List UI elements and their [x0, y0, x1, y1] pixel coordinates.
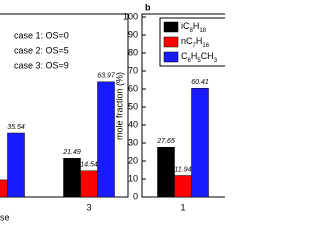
legend-swatch — [163, 21, 179, 33]
legend-swatch — [163, 51, 179, 63]
x-axis-title: se — [0, 212, 10, 222]
data-label: 27.65 — [156, 138, 175, 145]
y-tick-label: 40 — [128, 119, 138, 129]
bar — [63, 158, 81, 198]
legend-label: nC7H16 — [181, 36, 210, 48]
y-tick-label: 100 — [123, 11, 138, 21]
legend-box — [159, 17, 225, 67]
legend-label: iC8H18 — [181, 21, 207, 33]
legend-swatch — [163, 36, 179, 48]
x-tick-label: 1 — [180, 202, 185, 212]
left-plot-frame — [0, 13, 129, 198]
annotation: case 3: OS=9 — [14, 60, 69, 70]
y-tick-label: 60 — [128, 83, 138, 93]
bar — [157, 146, 175, 198]
y-axis-title: mole fraction (%) — [114, 72, 124, 140]
bar — [97, 81, 115, 198]
y-tick-label: 30 — [128, 137, 138, 147]
data-label: 11.94 — [175, 166, 192, 173]
legend-label: C6H5CH3 — [181, 51, 218, 63]
y-tick-label: 20 — [128, 155, 138, 165]
panel-label: b — [145, 2, 151, 12]
x-tick-label: 3 — [86, 202, 91, 212]
y-tick-label: 80 — [128, 47, 138, 57]
bar — [0, 179, 8, 198]
figure: 35.54 3 21.49 14.54 63.97 se case 1: OS=0 case … — [0, 2, 225, 222]
y-tick-label: 0 — [133, 191, 138, 201]
data-label: 35.54 — [7, 124, 25, 131]
annotation: case 2: OS=5 — [14, 45, 69, 55]
y-tick-label: 70 — [128, 65, 138, 75]
y-tick-label: 50 — [128, 101, 138, 111]
y-tick-label: 90 — [128, 29, 138, 39]
data-label: 21.49 — [62, 149, 81, 156]
data-label: 60.41 — [191, 79, 209, 86]
bar — [191, 88, 209, 198]
data-label: 14.54 — [80, 162, 98, 169]
data-label: 63.97 — [97, 73, 116, 80]
annotation: case 1: OS=0 — [14, 30, 69, 40]
bar — [174, 175, 192, 198]
bar — [7, 132, 25, 198]
bar — [80, 170, 98, 198]
y-tick-label: 10 — [128, 173, 138, 183]
